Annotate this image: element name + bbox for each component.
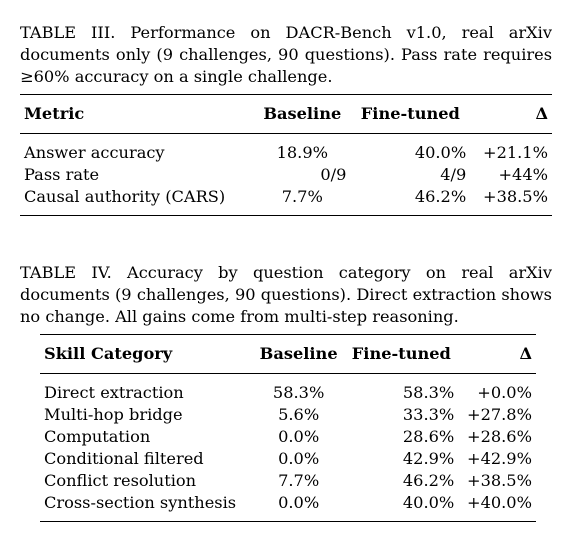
table-3-cell-metric: Causal authority (CARS): [20, 186, 255, 216]
table-row: Pass rate 0/9 4/9 +44%: [20, 164, 552, 186]
table-row: Direct extraction 58.3% 58.3% +0.0%: [40, 373, 536, 404]
table-row: Conditional filtered 0.0% 42.9% +42.9%: [40, 448, 536, 470]
table-4-header-delta: Δ: [458, 334, 536, 374]
table-3-cell-delta: +21.1%: [470, 133, 552, 164]
table-3-cell-metric: Answer accuracy: [20, 133, 255, 164]
table-4: Skill Category Baseline Fine-tuned Δ Dir…: [40, 334, 536, 522]
table-4-caption-text: Accuracy by question category on real ar…: [20, 263, 552, 326]
table-3-cell-baseline: 7.7%: [254, 186, 351, 216]
table-3-cell-delta: +38.5%: [470, 186, 552, 216]
table-3-cell-finetuned: 46.2%: [350, 186, 471, 216]
table-4-header-finetuned: Fine-tuned: [344, 334, 459, 374]
table-4-cell-baseline: 0.0%: [278, 427, 320, 446]
table-3-caption-text: Performance on DACR-Bench v1.0, real arX…: [20, 23, 552, 86]
table-row: Answer accuracy 18.9% 40.0% +21.1%: [20, 133, 552, 164]
table-4-cell-skill: Conditional filtered: [44, 449, 204, 468]
table-3-header-delta: Δ: [470, 94, 552, 134]
table-4-cell-finetuned: 28.6%: [402, 427, 455, 446]
table-4-cell-finetuned: 46.2%: [402, 471, 455, 490]
table-3-cell-finetuned: 4/9: [440, 165, 467, 184]
table-row: Cross-section synthesis 0.0% 40.0% +40.0…: [40, 492, 536, 522]
table-4-cell-delta: +38.5%: [467, 471, 532, 490]
table-4-cell-skill: Multi-hop bridge: [44, 405, 183, 424]
table-4-label: TABLE IV.: [20, 263, 112, 282]
table-3-cell-finetuned: 40.0%: [350, 133, 471, 164]
table-4-caption: TABLE IV. Accuracy by question category …: [20, 262, 552, 328]
table-4-cell-skill: Cross-section synthesis: [40, 492, 253, 522]
table-4-block: TABLE IV. Accuracy by question category …: [20, 262, 552, 522]
table-4-header-skill: Skill Category: [40, 334, 253, 374]
table-3-block: TABLE III. Performance on DACR-Bench v1.…: [20, 22, 552, 216]
table-4-cell-finetuned: 40.0%: [344, 492, 459, 522]
table-4-cell-delta: +0.0%: [458, 373, 536, 404]
table-3-cell-baseline: 18.9%: [254, 133, 351, 164]
table-3-header-baseline: Baseline: [254, 94, 351, 134]
table-3: Metric Baseline Fine-tuned Δ Answer accu…: [20, 94, 552, 216]
table-4-cell-delta: +40.0%: [458, 492, 536, 522]
table-4-cell-skill: Direct extraction: [40, 373, 253, 404]
table-4-cell-baseline: 0.0%: [278, 449, 320, 468]
table-3-cell-metric: Pass rate: [24, 165, 100, 184]
table-4-cell-delta: +42.9%: [467, 449, 532, 468]
table-4-cell-baseline: 7.7%: [278, 471, 320, 490]
table-3-cell-baseline: 0/9: [320, 165, 347, 184]
table-3-label: TABLE III.: [20, 23, 116, 42]
table-3-caption: TABLE III. Performance on DACR-Bench v1.…: [20, 22, 552, 88]
table-4-cell-finetuned: 33.3%: [402, 405, 455, 424]
table-row: Conflict resolution 7.7% 46.2% +38.5%: [40, 470, 536, 492]
table-row: Computation 0.0% 28.6% +28.6%: [40, 426, 536, 448]
table-4-cell-finetuned: 42.9%: [402, 449, 455, 468]
table-3-header-finetuned: Fine-tuned: [350, 94, 471, 134]
table-3-header-metric: Metric: [20, 94, 255, 134]
table-4-cell-baseline: 0.0%: [252, 492, 345, 522]
table-3-cell-delta: +44%: [498, 165, 548, 184]
table-4-cell-delta: +27.8%: [467, 405, 532, 424]
table-4-cell-finetuned: 58.3%: [344, 373, 459, 404]
table-4-cell-baseline: 5.6%: [278, 405, 320, 424]
table-4-cell-skill: Conflict resolution: [44, 471, 197, 490]
table-4-cell-delta: +28.6%: [467, 427, 532, 446]
table-4-cell-baseline: 58.3%: [252, 373, 345, 404]
table-4-header-baseline: Baseline: [252, 334, 345, 374]
table-4-cell-skill: Computation: [44, 427, 151, 446]
table-row: Multi-hop bridge 5.6% 33.3% +27.8%: [40, 404, 536, 426]
table-row: Causal authority (CARS) 7.7% 46.2% +38.5…: [20, 186, 552, 216]
